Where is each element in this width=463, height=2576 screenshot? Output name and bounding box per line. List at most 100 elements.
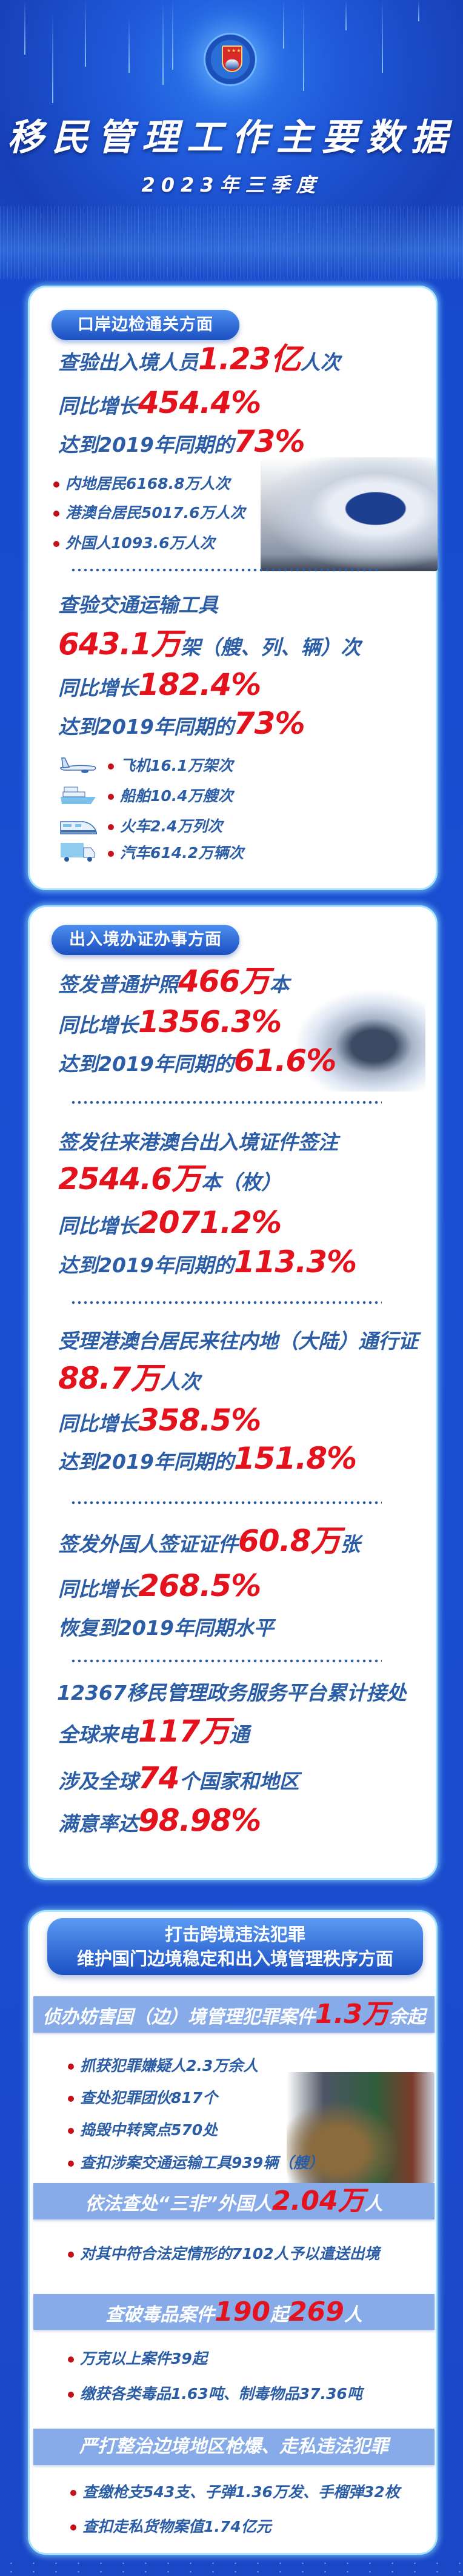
stat-value: 268.5% — [138, 1568, 261, 1603]
light-streak — [418, 0, 419, 21]
light-streak — [283, 0, 284, 49]
stat-passports-growth: 同比增长1356.3% — [58, 1006, 282, 1041]
stat-hmt-endorse-growth: 同比增长2071.2% — [58, 1205, 282, 1242]
list-item: 外国人1093.6万人次 — [53, 534, 215, 552]
band-border-crime-cases: 侦办妨害国（边）境管理犯罪案件1.3万余起 — [33, 1996, 435, 2033]
list-item-text: 内地居民6168.8万人次 — [65, 475, 230, 492]
band-text: 人 — [364, 2193, 383, 2215]
china-immigration-emblem: ★★★ — [204, 33, 257, 86]
list-item-text: 火车2.4万列次 — [120, 817, 223, 835]
light-streak — [85, 0, 86, 67]
stat-value: 2071.2% — [138, 1205, 282, 1240]
band-text: 查破毒品案件 — [105, 2304, 215, 2326]
bullet-icon — [53, 481, 59, 488]
list-item-text: 船舶10.4万艘次 — [120, 787, 233, 805]
light-streak — [24, 0, 25, 55]
stat-unit: 通 — [229, 1723, 250, 1746]
stat-persons-inspected: 查验出入境人员1.23亿人次 — [58, 343, 340, 378]
airplane-icon — [60, 757, 96, 773]
truck-icon — [61, 843, 95, 862]
stat-label: 达到2019年同期的 — [58, 433, 234, 457]
stat-visas-growth: 同比增长268.5% — [58, 1570, 261, 1605]
stat-value: 88.7万 — [58, 1361, 161, 1396]
light-streak — [52, 12, 53, 103]
stat-hmt-endorse: 2544.6万本（枚） — [58, 1163, 281, 1198]
hmt-permit-title: 受理港澳台居民来往内地（大陆）通行证 — [58, 1329, 418, 1353]
stat-unit: 本（枚） — [201, 1170, 281, 1194]
stat-label: 查验出入境人员 — [58, 351, 198, 374]
band-drug-cases: 查破毒品案件190起269人 — [33, 2294, 435, 2330]
heading-line: 打击跨境违法犯罪 — [164, 1924, 305, 1945]
list-item-train: 火车2.4万列次 — [108, 817, 222, 836]
stat-label: 同比增长 — [58, 1214, 138, 1238]
stat-label: 达到2019年同期的 — [58, 1052, 234, 1076]
stat-value: 98.98% — [138, 1803, 261, 1838]
stat-value: 61.6% — [233, 1043, 336, 1078]
list-item: 缴获各类毒品1.63吨、制毒物品37.36吨 — [68, 2385, 362, 2403]
list-item: 万克以上案件39起 — [68, 2350, 207, 2368]
list-item: 对其中符合法定情形的7102人予以遣送出境 — [68, 2245, 380, 2263]
bullet-icon — [53, 511, 59, 517]
stat-value: 74 — [138, 1760, 180, 1796]
list-item-text: 查扣涉案交通运输工具939辆（艘） — [80, 2154, 324, 2172]
hero-banner: ★★★ 移民管理工作主要数据 2023年三季度 — [0, 0, 463, 279]
band-text: 起 — [270, 2304, 288, 2326]
stat-value: 643.1万 — [58, 626, 181, 662]
stat-unit: 架（艘、列、辆）次 — [181, 636, 361, 659]
stat-value: 113.3% — [233, 1244, 357, 1280]
airport-officers-photo — [261, 457, 438, 571]
list-item-text: 港澳台居民5017.6万人次 — [65, 504, 245, 522]
list-item: 查扣涉案交通运输工具939辆（艘） — [68, 2154, 324, 2172]
bullet-icon — [108, 763, 114, 770]
band-value: 1.3万 — [315, 1999, 389, 2030]
stat-label: 签发外国人签证证件 — [58, 1532, 238, 1556]
band-text: 严打整治边境地区枪爆、走私违法犯罪 — [79, 2436, 388, 2457]
band-value: 269 — [288, 2296, 344, 2327]
page-subtitle: 2023年三季度 — [141, 173, 322, 196]
list-item-text: 飞机16.1万架次 — [120, 757, 233, 774]
list-item-text: 外国人1093.6万人次 — [65, 534, 215, 552]
stat-unit: 张 — [340, 1532, 361, 1556]
list-item-text: 抓获犯罪嫌疑人2.3万余人 — [80, 2057, 259, 2075]
band-three-illegal-foreigners: 依法查处“三非”外国人2.04万人 — [33, 2183, 435, 2219]
list-item-ship: 船舶10.4万艘次 — [108, 787, 233, 805]
hmt-endorse-title: 签发往来港澳台出入境证件签注 — [58, 1130, 338, 1154]
heading-line: 维护国门边境稳定和出入境管理秩序方面 — [76, 1948, 393, 1969]
bullet-icon — [68, 2252, 74, 2258]
stat-vehicles-growth: 同比增长182.4% — [58, 669, 261, 704]
bullet-icon — [68, 2356, 74, 2363]
list-item-text: 汽车614.2万辆次 — [120, 844, 244, 862]
section-heading-port: 口岸边检通关方面 — [52, 310, 239, 340]
port-inspection-card — [28, 286, 438, 890]
list-item: 港澳台居民5017.6万人次 — [53, 504, 245, 522]
stat-unit: 人次 — [160, 1370, 201, 1394]
stat-label: 同比增长 — [58, 676, 138, 700]
bullet-icon — [53, 541, 59, 547]
service-officer-photo — [296, 990, 425, 1092]
bullet-icon — [108, 851, 114, 857]
list-item-text: 缴获各类毒品1.63吨、制毒物品37.36吨 — [80, 2385, 362, 2403]
stat-passports-vs-2019: 达到2019年同期的61.6% — [58, 1045, 336, 1080]
band-value: 190 — [215, 2296, 270, 2327]
page-title: 移民管理工作主要数据 — [7, 116, 456, 159]
dotted-divider — [70, 1501, 382, 1504]
stat-value: 466万 — [178, 964, 270, 999]
list-item-text: 查扣走私货物案值1.74亿元 — [82, 2518, 271, 2535]
train-icon — [60, 821, 97, 834]
hotline-title: 12367移民管理政务服务平台累计接处 — [57, 1681, 407, 1705]
stat-label: 签发普通护照 — [58, 973, 178, 996]
list-item: 抓获犯罪嫌疑人2.3万余人 — [68, 2057, 258, 2075]
stat-label: 同比增长 — [58, 1412, 138, 1435]
light-streak — [172, 0, 173, 70]
stat-hmt-permit-vs-2019: 达到2019年同期的151.8% — [58, 1441, 357, 1478]
stat-passports: 签发普通护照466万本 — [58, 965, 289, 1001]
list-item: 捣毁中转窝点570处 — [68, 2121, 218, 2139]
stat-value: 454.4% — [138, 385, 261, 420]
stat-value: 151.8% — [233, 1441, 357, 1476]
band-text: 依法查处“三非”外国人 — [85, 2193, 273, 2215]
stat-value: 358.5% — [138, 1403, 261, 1438]
bullet-icon — [68, 2392, 74, 2398]
stat-label: 达到2019年同期的 — [58, 1253, 234, 1277]
dotted-divider — [70, 1301, 382, 1304]
bullet-icon — [68, 2161, 74, 2167]
